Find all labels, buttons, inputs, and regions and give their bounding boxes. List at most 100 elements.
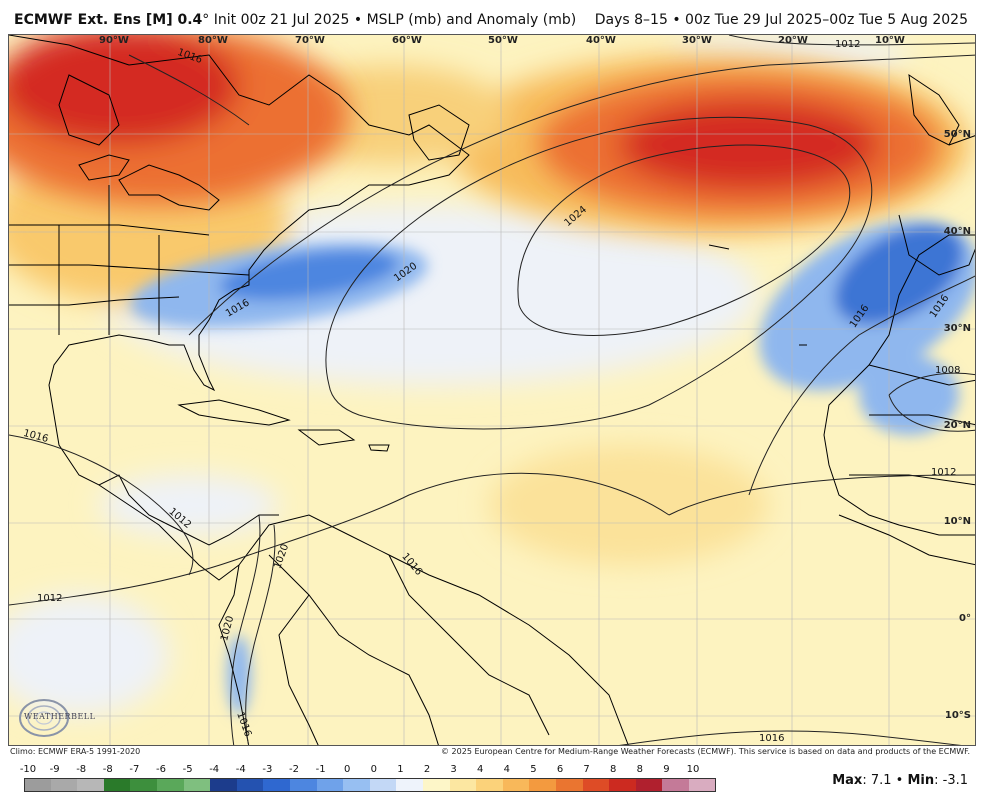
colorbar-tick-label: -6 — [156, 764, 166, 775]
header-bar: ECMWF Ext. Ens [M] 0.4° Init 00z 21 Jul … — [0, 0, 984, 34]
colorbar-swatch — [689, 778, 717, 792]
isobar-1008 — [888, 372, 975, 432]
colorbar-tick-label: -2 — [289, 764, 299, 775]
colorbar-tick-label: 6 — [556, 764, 564, 775]
colorbar-swatch — [556, 778, 584, 792]
isobar-1012-b — [9, 472, 670, 606]
map-canvas — [9, 35, 975, 745]
lat-label: 40°N — [943, 226, 971, 237]
colorbar-tick-label: 4 — [503, 764, 510, 775]
colorbar-tick-label: -5 — [182, 764, 193, 775]
isobar-1016-north — [128, 54, 250, 126]
colorbar-tick-label: 7 — [583, 764, 590, 775]
lon-label: 50°W — [488, 35, 518, 46]
lon-label: 70°W — [295, 35, 325, 46]
isobar-1020 — [325, 116, 873, 430]
colorbar-tick-label: 8 — [636, 764, 643, 775]
isobar-1024 — [517, 144, 851, 336]
colorbar: -10 -9 -8 -8 -7 -6 -5 -4 -4 -3 -2 -1 0 0 1 2 3 4 4 5 6 7 8 8 9 10 — [19, 764, 717, 796]
isobar-1016-a — [188, 54, 975, 336]
colorbar-tick-label: -8 — [102, 764, 113, 775]
colorbar-swatch — [130, 778, 158, 792]
colorbar-tick-label: -4 — [209, 764, 220, 775]
colorbar-tick-label: -7 — [129, 764, 140, 775]
field-name: MSLP (mb) and Anomaly (mb) — [366, 12, 577, 28]
colorbar-swatch — [236, 778, 264, 792]
lon-label: 80°W — [198, 35, 228, 46]
colorbar-tick-label: 0 — [344, 764, 351, 775]
colorbar-swatch — [423, 778, 451, 792]
max-value: : 7.1 — [862, 773, 892, 788]
colorbar-tick-label: -1 — [315, 764, 326, 775]
colorbar-tick-label: -3 — [262, 764, 273, 775]
colorbar-swatch — [502, 778, 530, 792]
colorbar-tick-label: 9 — [663, 764, 670, 775]
lat-label: 10°S — [944, 710, 971, 721]
contour-label: 1008 — [935, 365, 961, 376]
colorbar-tick-label: -8 — [76, 764, 87, 775]
isobar-1012-a — [668, 474, 975, 516]
copyright-credit: © 2025 European Centre for Medium-Range … — [441, 747, 970, 756]
colorbar-tick-label: 4 — [477, 764, 484, 775]
colorbar-swatch — [157, 778, 185, 792]
credits-bar: Climo: ECMWF ERA-5 1991-2020 © 2025 Euro… — [0, 746, 984, 758]
colorbar-swatch — [529, 778, 557, 792]
climo-credit: Climo: ECMWF ERA-5 1991-2020 — [10, 747, 141, 756]
colorbar-swatch — [396, 778, 424, 792]
colorbar-swatch — [183, 778, 211, 792]
weatherbell-logo — [19, 699, 69, 737]
lon-label: 40°W — [586, 35, 616, 46]
lat-label: 20°N — [943, 420, 971, 431]
colorbar-swatch — [77, 778, 105, 792]
lon-label: 30°W — [682, 35, 712, 46]
colorbar-swatch — [316, 778, 344, 792]
isobar-andes-a — [230, 514, 261, 745]
isobar-1016-c — [9, 434, 194, 576]
colorbar-swatch — [662, 778, 690, 792]
lat-label: 50°N — [943, 129, 971, 140]
min-value: : -3.1 — [934, 773, 968, 788]
colorbar-swatch — [210, 778, 238, 792]
colorbar-swatch — [263, 778, 291, 792]
logo-text: WEATHERBELL — [24, 712, 96, 721]
colorbar-tick-label: -9 — [49, 764, 60, 775]
lat-label: 30°N — [943, 323, 971, 334]
colorbar-swatch — [609, 778, 637, 792]
colorbar-frame — [24, 778, 716, 792]
max-min-stats: Max: 7.1 • Min: -3.1 — [832, 773, 968, 788]
colorbar-swatch — [449, 778, 477, 792]
colorbar-swatch — [103, 778, 131, 792]
anomaly-map: 90°W 80°W 70°W 60°W 50°W 40°W 30°W 20°W … — [8, 34, 976, 746]
contour-label: 1012 — [37, 593, 63, 604]
colorbar-tick-label: -4 — [235, 764, 246, 775]
lon-label: 60°W — [392, 35, 422, 46]
colorbar-swatch — [290, 778, 318, 792]
colorbar-swatch — [635, 778, 663, 792]
colorbar-swatch — [343, 778, 371, 792]
isobar-andes-b — [245, 524, 276, 745]
colorbar-tick-label: -10 — [19, 764, 37, 775]
contour-label: 1012 — [931, 467, 957, 478]
contour-label: 1012 — [835, 39, 861, 50]
isobar-1020-south — [619, 730, 962, 745]
init-time: Init 00z 21 Jul 2025 — [213, 12, 350, 28]
colorbar-tick-label: 1 — [397, 764, 404, 775]
graticule — [9, 35, 975, 745]
colorbar-swatch — [369, 778, 397, 792]
colorbar-swatch — [476, 778, 504, 792]
valid-period: Days 8–15 • 00z Tue 29 Jul 2025–00z Tue … — [594, 12, 968, 28]
lat-label: 0° — [959, 613, 971, 624]
colorbar-tick-label: 10 — [686, 764, 700, 775]
colorbar-swatch — [50, 778, 78, 792]
model-name: ECMWF Ext. Ens [M] 0.4 — [14, 12, 203, 28]
isobar-1016-b — [748, 275, 975, 496]
contour-label: 1016 — [759, 733, 785, 744]
colorbar-tick-label: 8 — [610, 764, 617, 775]
colorbar-tick-label: 0 — [370, 764, 377, 775]
colorbar-tick-label: 2 — [423, 764, 431, 775]
coastlines — [9, 35, 975, 745]
colorbar-swatch — [24, 778, 52, 792]
isobar-1012-north — [728, 35, 975, 46]
lon-label: 90°W — [99, 35, 129, 46]
lon-label: 10°W — [875, 35, 905, 46]
